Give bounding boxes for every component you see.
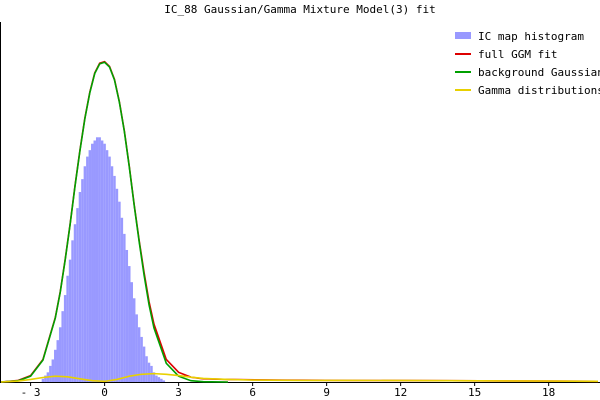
histogram-bar (160, 378, 163, 382)
histogram-bar (66, 275, 69, 382)
x-tick-label: 3 (175, 386, 182, 399)
histogram-bar (73, 224, 77, 382)
histogram-bar (56, 340, 59, 382)
histogram-bar (95, 137, 99, 382)
histogram-bars (41, 137, 166, 382)
histogram-bar (86, 156, 89, 382)
histogram-bar (41, 378, 45, 382)
histogram-bar (68, 259, 72, 382)
histogram-bar (128, 266, 131, 382)
histogram-bar (78, 192, 82, 382)
x-tick-label: 9 (323, 386, 330, 399)
histogram-bar (140, 336, 143, 382)
histogram-bar (49, 365, 52, 382)
legend-label: full GGM fit (478, 48, 557, 61)
series-line-background-gaussian (0, 61, 228, 383)
histogram-bar (125, 249, 129, 382)
histogram-bar (110, 166, 114, 382)
x-tick-label: - 3 (21, 386, 41, 399)
histogram-bar (105, 150, 109, 382)
histogram-bar (123, 233, 126, 382)
histogram-bar (63, 295, 67, 382)
histogram-bar (88, 150, 92, 382)
histogram-bar (100, 140, 104, 382)
legend-label: IC map histogram (478, 30, 584, 43)
x-tick-label: 0 (101, 386, 108, 399)
histogram-bar (91, 143, 94, 382)
histogram-bar (137, 327, 141, 382)
legend: IC map histogram full GGM fit background G… (455, 30, 600, 97)
histogram-bar (113, 175, 116, 382)
histogram-bar (44, 375, 47, 382)
legend-label: Gamma distributions (478, 84, 600, 97)
histogram-bar (76, 208, 79, 382)
histogram-bar (157, 377, 161, 382)
histogram-bar (155, 375, 158, 382)
x-tick-label: 12 (394, 386, 407, 399)
histogram-bar (54, 349, 57, 382)
x-tick-label: 15 (468, 386, 481, 399)
histogram-bar (51, 359, 55, 382)
histogram-bar (61, 311, 64, 382)
histogram-bar (162, 380, 166, 382)
histogram-bar (145, 356, 148, 382)
chart-title: IC_88 Gaussian/Gamma Mixture Model(3) fi… (164, 3, 436, 16)
histogram-bar (83, 166, 87, 382)
histogram-bar (98, 137, 101, 382)
series-line-gamma-distributions (0, 372, 599, 383)
histogram-bar (130, 282, 133, 382)
histogram-bar (135, 314, 138, 382)
histogram-bar (58, 327, 62, 382)
histogram-bar (152, 372, 156, 382)
fit-lines (0, 60, 599, 383)
x-tick-label: 6 (249, 386, 256, 399)
histogram-bar (93, 140, 96, 382)
histogram-bar (103, 143, 106, 382)
x-tick-label: 18 (542, 386, 555, 399)
x-ticks: - 3 0 3 6 9 12 15 18 (21, 382, 555, 399)
histogram-bar (142, 346, 146, 382)
histogram-bar (120, 217, 124, 382)
histogram-bar (147, 362, 151, 382)
histogram-bar (71, 240, 74, 382)
histogram-bar (81, 179, 84, 382)
legend-swatch (455, 32, 471, 39)
histogram-bar (115, 188, 119, 382)
histogram-bar (108, 156, 111, 382)
histogram-bar (132, 298, 136, 382)
histogram-bar (118, 201, 121, 382)
legend-label: background Gaussian (478, 66, 600, 79)
